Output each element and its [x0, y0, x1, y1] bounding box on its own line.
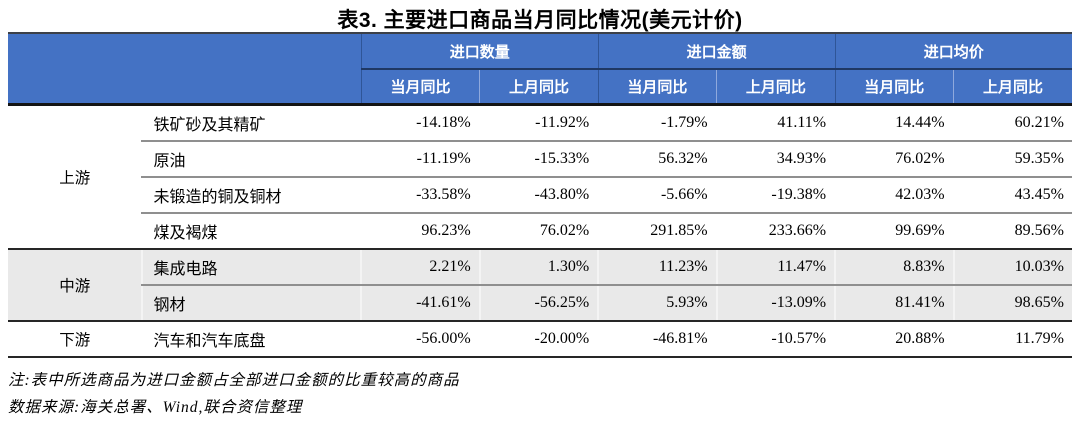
value-cell: 2.21%: [360, 249, 480, 286]
value-cell: 233.66%: [715, 213, 836, 250]
group-header-import-amount: 进口金额: [597, 33, 836, 70]
commodity-name-cell: 集成电路: [141, 249, 362, 286]
commodity-name-cell: 钢材: [141, 285, 362, 322]
value-cell: -5.66%: [597, 177, 717, 214]
value-cell: -11.92%: [478, 104, 599, 142]
commodity-name-cell: 汽车和汽车底盘: [141, 321, 362, 358]
corner-blank-cell: [8, 33, 362, 106]
value-cell: 99.69%: [834, 213, 954, 250]
value-cell: 20.88%: [834, 321, 954, 358]
value-cell: -10.57%: [715, 321, 836, 358]
value-cell: -33.58%: [360, 177, 480, 214]
value-cell: 291.85%: [597, 213, 717, 250]
value-cell: 56.32%: [597, 141, 717, 178]
value-cell: -1.79%: [597, 104, 717, 142]
category-cell-downstream: 下游: [8, 321, 143, 358]
subheader-amount-current-month: 当月同比: [597, 69, 717, 106]
footnotes: 注:表中所选商品为进口金额占全部进口金额的比重较高的商品 数据来源:海关总署、W…: [8, 367, 1080, 421]
value-cell: -46.81%: [597, 321, 717, 358]
value-cell: 34.93%: [715, 141, 836, 178]
table-title: 表3. 主要进口商品当月同比情况(美元计价): [337, 9, 743, 32]
value-cell: 14.44%: [834, 104, 954, 142]
group-header-import-avg-price: 进口均价: [834, 33, 1072, 70]
table-row: 原油 -11.19% -15.33% 56.32% 34.93% 76.02% …: [8, 141, 1072, 178]
value-cell: 11.23%: [597, 249, 717, 286]
value-cell: -14.18%: [360, 104, 480, 142]
table-row: 钢材 -41.61% -56.25% 5.93% -13.09% 81.41% …: [8, 285, 1072, 322]
subheader-qty-prev-month: 上月同比: [479, 69, 599, 106]
value-cell: 76.02%: [478, 213, 599, 250]
category-cell-upstream: 上游: [8, 104, 143, 250]
subheader-qty-current-month: 当月同比: [360, 69, 480, 106]
commodity-name-cell: 未锻造的铜及铜材: [141, 177, 362, 214]
value-cell: 1.30%: [478, 249, 599, 286]
commodity-name-cell: 煤及褐煤: [141, 213, 362, 250]
commodity-name-cell: 铁矿砂及其精矿: [141, 104, 362, 142]
value-cell: -13.09%: [715, 285, 836, 322]
value-cell: 98.65%: [952, 285, 1072, 322]
value-cell: 10.03%: [952, 249, 1072, 286]
value-cell: 59.35%: [952, 141, 1072, 178]
value-cell: 8.83%: [834, 249, 954, 286]
value-cell: 11.79%: [952, 321, 1072, 358]
sub-header-row: 当月同比 上月同比 当月同比 上月同比 当月同比 上月同比: [8, 69, 1072, 106]
table-row: 未锻造的铜及铜材 -33.58% -43.80% -5.66% -19.38% …: [8, 177, 1072, 214]
value-cell: -11.19%: [360, 141, 480, 178]
table-row: 上游 铁矿砂及其精矿 -14.18% -11.92% -1.79% 41.11%…: [8, 104, 1072, 250]
note-selection-criteria: 注:表中所选商品为进口金额占全部进口金额的比重较高的商品: [8, 372, 460, 389]
value-cell: 76.02%: [834, 141, 954, 178]
group-header-row: 进口数量 进口金额 进口均价: [8, 33, 1072, 106]
category-cell-midstream: 中游: [8, 249, 143, 322]
value-cell: -41.61%: [360, 285, 480, 322]
value-cell: 41.11%: [715, 104, 836, 142]
table-row: 下游 汽车和汽车底盘 -56.00% -20.00% -46.81% -10.5…: [8, 321, 1072, 358]
value-cell: 96.23%: [360, 213, 480, 250]
value-cell: 89.56%: [952, 213, 1072, 250]
import-commodities-table: 进口数量 进口金额 进口均价 当月同比 上月同比 当月同比 上月同比 当月同比 …: [8, 32, 1072, 358]
value-cell: 43.45%: [952, 177, 1072, 214]
value-cell: -56.00%: [360, 321, 480, 358]
subheader-amount-prev-month: 上月同比: [716, 69, 836, 106]
subheader-price-prev-month: 上月同比: [953, 69, 1072, 106]
group-header-import-quantity: 进口数量: [360, 33, 599, 70]
value-cell: -19.38%: [715, 177, 836, 214]
table-row: 中游 集成电路 2.21% 1.30% 11.23% 11.47% 8.83% …: [8, 249, 1072, 322]
value-cell: 11.47%: [715, 249, 836, 286]
value-cell: 60.21%: [952, 104, 1072, 142]
value-cell: -20.00%: [478, 321, 599, 358]
value-cell: 42.03%: [834, 177, 954, 214]
note-data-source: 数据来源:海关总署、Wind,联合资信整理: [8, 399, 303, 416]
commodity-name-cell: 原油: [141, 141, 362, 178]
value-cell: -43.80%: [478, 177, 599, 214]
table-header: 进口数量 进口金额 进口均价 当月同比 上月同比 当月同比 上月同比 当月同比 …: [8, 33, 1072, 106]
value-cell: 81.41%: [834, 285, 954, 322]
value-cell: -15.33%: [478, 141, 599, 178]
subheader-price-current-month: 当月同比: [834, 69, 954, 106]
value-cell: 5.93%: [597, 285, 717, 322]
table-row: 煤及褐煤 96.23% 76.02% 291.85% 233.66% 99.69…: [8, 213, 1072, 250]
value-cell: -56.25%: [478, 285, 599, 322]
